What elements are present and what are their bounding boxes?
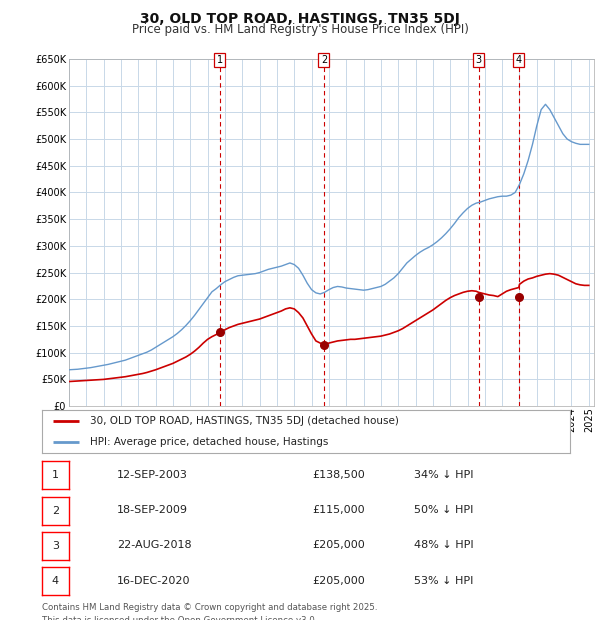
Text: 2: 2 [321, 55, 327, 65]
Text: Contains HM Land Registry data © Crown copyright and database right 2025.: Contains HM Land Registry data © Crown c… [42, 603, 377, 612]
Text: 16-DEC-2020: 16-DEC-2020 [117, 575, 191, 586]
Text: HPI: Average price, detached house, Hastings: HPI: Average price, detached house, Hast… [89, 437, 328, 447]
Text: 3: 3 [52, 541, 59, 551]
Text: 4: 4 [516, 55, 522, 65]
Text: 22-AUG-2018: 22-AUG-2018 [117, 540, 191, 551]
Text: 34% ↓ HPI: 34% ↓ HPI [414, 469, 473, 480]
Text: 18-SEP-2009: 18-SEP-2009 [117, 505, 188, 515]
Text: This data is licensed under the Open Government Licence v3.0.: This data is licensed under the Open Gov… [42, 616, 317, 620]
Text: 53% ↓ HPI: 53% ↓ HPI [414, 575, 473, 586]
Text: 4: 4 [52, 576, 59, 587]
Text: 48% ↓ HPI: 48% ↓ HPI [414, 540, 473, 551]
Text: £138,500: £138,500 [312, 469, 365, 480]
Text: 30, OLD TOP ROAD, HASTINGS, TN35 5DJ (detached house): 30, OLD TOP ROAD, HASTINGS, TN35 5DJ (de… [89, 416, 398, 426]
Text: £115,000: £115,000 [312, 505, 365, 515]
Text: 30, OLD TOP ROAD, HASTINGS, TN35 5DJ: 30, OLD TOP ROAD, HASTINGS, TN35 5DJ [140, 12, 460, 27]
Text: 12-SEP-2003: 12-SEP-2003 [117, 469, 188, 480]
Text: 2: 2 [52, 505, 59, 516]
Text: Price paid vs. HM Land Registry's House Price Index (HPI): Price paid vs. HM Land Registry's House … [131, 23, 469, 36]
Text: 1: 1 [217, 55, 223, 65]
Text: 1: 1 [52, 470, 59, 480]
Text: 3: 3 [476, 55, 482, 65]
Text: 50% ↓ HPI: 50% ↓ HPI [414, 505, 473, 515]
Text: £205,000: £205,000 [312, 575, 365, 586]
Text: £205,000: £205,000 [312, 540, 365, 551]
